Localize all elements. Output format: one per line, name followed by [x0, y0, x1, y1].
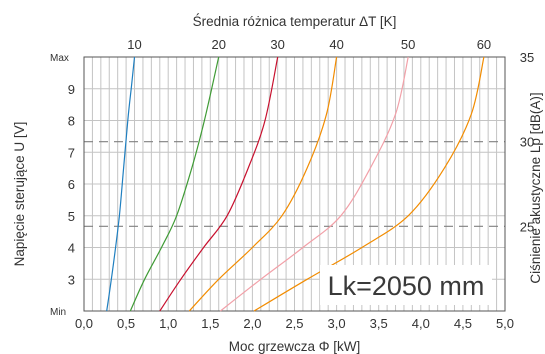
right-tick-label: 35	[520, 50, 534, 65]
right-tick-label: 25	[520, 219, 534, 234]
x-tick-label: 5,0	[496, 316, 514, 331]
x-tick-label: 0,0	[75, 316, 93, 331]
length-annotation: Lk=2050 mm	[328, 271, 485, 301]
series-curve-60	[253, 56, 485, 312]
series-label-10: 10	[127, 37, 141, 52]
x-tick-label: 3,0	[328, 316, 346, 331]
x-tick-label: 2,5	[285, 316, 303, 331]
x-tick-label: 2,0	[243, 316, 261, 331]
y-tick-label: 6	[68, 177, 75, 192]
length-annotation-box	[320, 265, 492, 305]
plot-area-frame	[83, 56, 506, 312]
series-curve-40	[188, 56, 338, 312]
noise-level-dashed-lines	[84, 141, 505, 227]
x-tick-label: 0,5	[117, 316, 135, 331]
right-axis-title: Ciśnienie akustyczne Lp [dB(A)]	[528, 92, 543, 283]
y-tick-label: 5	[68, 209, 75, 224]
y-tick-label: 3	[68, 272, 75, 287]
series-curve-10	[106, 56, 136, 312]
series-curve-50	[220, 56, 409, 312]
x-tick-label: 1,5	[201, 316, 219, 331]
x-tick-label: 3,5	[370, 316, 388, 331]
top-axis-title: Średnia różnica temperatur ΔT [K]	[193, 14, 397, 29]
x-axis-title: Moc grzewcza Φ [kW]	[229, 339, 361, 354]
series-label-20: 20	[211, 37, 225, 52]
series-label-50: 50	[401, 37, 415, 52]
series-label-30: 30	[270, 37, 284, 52]
x-tick-label: 4,5	[454, 316, 472, 331]
y-tick-label: 4	[68, 241, 75, 256]
series-label-40: 40	[329, 37, 343, 52]
series-labels: 10 20 30 40 50 60	[127, 37, 491, 52]
series-label-60: 60	[477, 37, 491, 52]
right-tick-label: 30	[520, 135, 534, 150]
y-tick-label: Min	[50, 307, 66, 318]
tick-labels: 0,0 0,5 1,0 1,5 2,0 2,5 3,0 3,5 4,0 4,5 5,0 Min 3 4 5 6…	[50, 50, 534, 331]
x-tick-label: 4,0	[412, 316, 430, 331]
series-curve-20	[129, 56, 220, 312]
y-axis-title: Napięcie sterujące U [V]	[12, 122, 27, 267]
y-tick-label: Max	[50, 53, 69, 64]
series-curves	[106, 56, 485, 312]
y-tick-label: 9	[68, 82, 75, 97]
y-tick-label: 7	[68, 145, 75, 160]
y-tick-label: 8	[68, 114, 75, 129]
series-curve-30	[159, 56, 279, 312]
x-tick-label: 1,0	[159, 316, 177, 331]
